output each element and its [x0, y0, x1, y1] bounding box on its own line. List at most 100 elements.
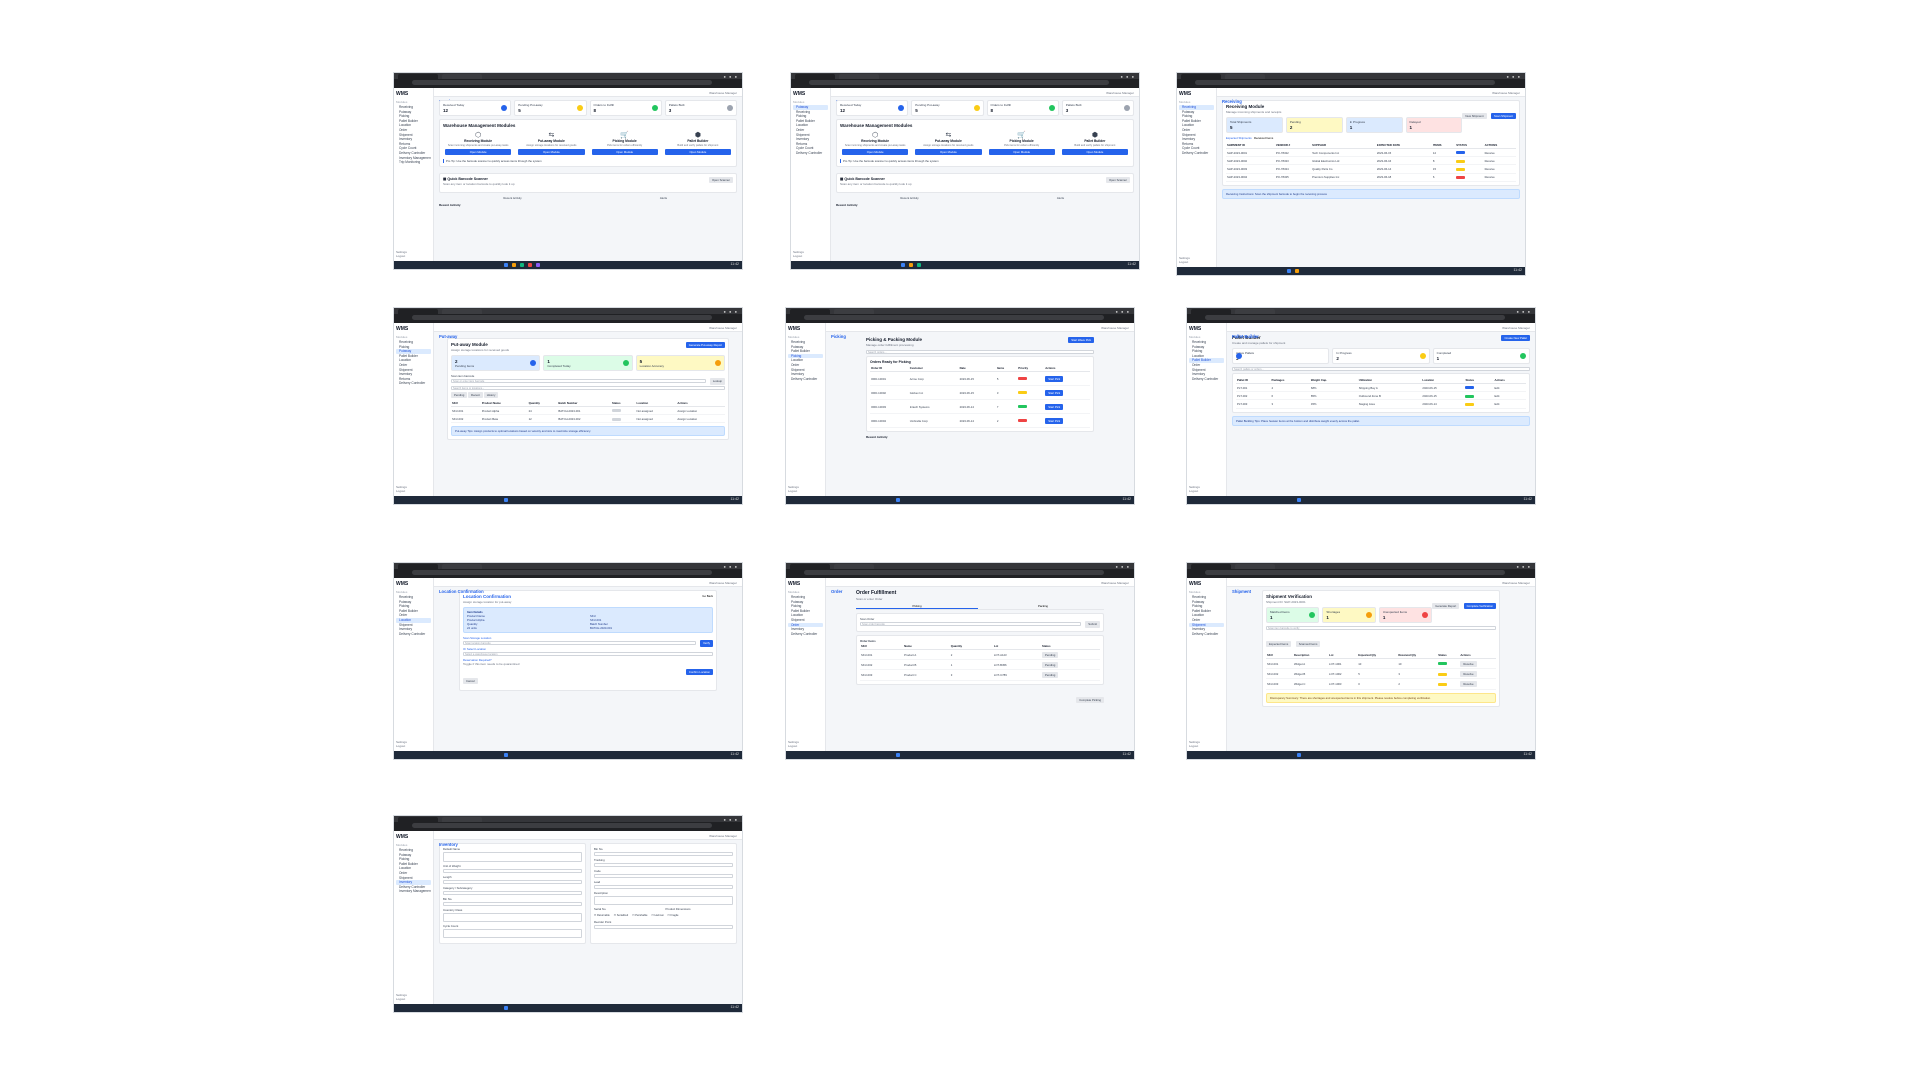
start-wave-pick-button[interactable]: Start Wave Pick	[1068, 337, 1094, 343]
tab-picking[interactable]: Picking	[856, 604, 978, 609]
sidebar-item[interactable]: Picking	[399, 857, 410, 862]
sidebar-item[interactable]: Delivery Controller	[791, 631, 818, 636]
url-bar[interactable]	[412, 570, 712, 575]
sidebar-item[interactable]: Shipment	[791, 617, 805, 622]
sidebar-item[interactable]: Delivery Controller	[399, 631, 426, 636]
order-barcode-input[interactable]: Scan order barcode	[860, 622, 1082, 626]
lookup-button[interactable]: Lookup	[709, 378, 725, 385]
sidebar-item[interactable]: Receiving	[1192, 340, 1206, 344]
sidebar-item[interactable]: Pallet Builder	[1192, 608, 1211, 613]
create-pallet-button[interactable]: Create New Pallet	[1501, 335, 1530, 341]
sidebar-item[interactable]: Putaway	[1192, 344, 1205, 349]
sidebar-item[interactable]: Putaway	[399, 109, 412, 114]
sidebar-item[interactable]: Putaway	[399, 599, 412, 604]
tab-pending[interactable]: Pending	[451, 392, 468, 398]
sidebar-item[interactable]: Location	[791, 613, 804, 618]
sidebar-item[interactable]: Shipment	[399, 367, 413, 372]
location-barcode-input[interactable]: Scan location barcode	[463, 641, 696, 645]
sidebar-item[interactable]: Receiving	[1192, 595, 1206, 599]
verify-button[interactable]: Verify	[700, 640, 713, 647]
sidebar-item[interactable]: Shipment	[1182, 132, 1196, 137]
default-name-field[interactable]	[443, 852, 582, 862]
bin-field[interactable]	[443, 902, 582, 906]
sidebar-item-active[interactable]: Picking	[788, 353, 823, 359]
sidebar-item[interactable]: Location	[399, 866, 412, 871]
bin-no-field[interactable]	[594, 852, 733, 856]
sidebar-item[interactable]: Receiving	[399, 105, 413, 109]
sidebar-item[interactable]: Picking	[791, 604, 802, 609]
sidebar-item[interactable]: Inventory	[399, 137, 413, 142]
code-field[interactable]	[594, 874, 733, 878]
checkbox[interactable]: ☐ Fragile	[667, 914, 679, 917]
sidebar-item[interactable]: Picking	[1182, 114, 1193, 119]
sidebar-item[interactable]: Location	[1192, 613, 1205, 618]
search-input[interactable]: Search items or locations...	[451, 386, 725, 390]
sidebar-item[interactable]: Shipment	[399, 875, 413, 880]
checkbox[interactable]: ☐ Perishable	[632, 914, 648, 917]
barcode-input[interactable]: Scan or enter item barcode	[451, 379, 706, 383]
sidebar-item[interactable]: Order	[1192, 617, 1201, 622]
url-bar[interactable]	[1205, 570, 1505, 575]
sidebar-item[interactable]: Order	[399, 362, 408, 367]
sidebar-item[interactable]: Picking	[399, 604, 410, 609]
start-pick-button[interactable]: Start Pick	[1045, 403, 1064, 410]
cycle-count-field[interactable]	[443, 929, 582, 938]
sidebar-item[interactable]: Inventory Management	[399, 889, 431, 894]
sidebar-item[interactable]: Delivery Controller	[796, 150, 823, 155]
sidebar-item-active[interactable]: Inventory	[396, 880, 431, 885]
sidebar-item[interactable]: Putaway	[399, 852, 412, 857]
tab-recent[interactable]: Recent	[468, 392, 483, 398]
checkbox[interactable]: ☐ Serialized	[613, 914, 629, 917]
generate-report-button[interactable]: Generate Put-away Report	[685, 342, 725, 348]
sidebar-item[interactable]: Shipment	[796, 132, 810, 137]
open-module-button[interactable]: Open Module	[445, 149, 512, 155]
open-scanner-button[interactable]: Open Scanner	[1105, 177, 1130, 183]
logout-link[interactable]: Logout	[396, 254, 406, 258]
complete-picking-button[interactable]: Complete Picking	[1076, 696, 1104, 703]
sidebar-item-active[interactable]: Receiving	[1179, 105, 1214, 110]
sidebar-item[interactable]: Order	[399, 613, 408, 618]
start-pick-button[interactable]: Start Pick	[1045, 375, 1064, 382]
url-bar[interactable]	[412, 823, 712, 828]
url-bar[interactable]	[804, 315, 1104, 320]
sidebar-item[interactable]: Delivery Controller	[399, 381, 426, 386]
sidebar-item[interactable]: Receiving	[399, 595, 413, 599]
settings-link[interactable]: Settings	[396, 250, 407, 254]
sidebar-item[interactable]: Inventory Management	[399, 155, 431, 160]
url-bar[interactable]	[412, 80, 712, 85]
sidebar-item[interactable]: Order	[796, 127, 805, 132]
sidebar-item-active[interactable]: Location	[396, 617, 431, 623]
sidebar-item-active[interactable]: Order	[788, 622, 823, 628]
sidebar-item-active[interactable]: Shipment	[1189, 622, 1224, 628]
open-module-button[interactable]: Open Module	[915, 149, 982, 155]
search-input[interactable]: Search pallets or orders...	[1232, 367, 1530, 371]
user-label[interactable]: Warehouse Manager	[709, 91, 737, 95]
sidebar-item[interactable]: Receiving	[796, 109, 810, 114]
sidebar-item[interactable]: Delivery Controller	[399, 884, 426, 889]
tab-history[interactable]: History	[483, 392, 499, 398]
sidebar-item[interactable]: Receiving	[791, 595, 805, 599]
sidebar-item[interactable]: Inventory	[1192, 372, 1206, 377]
sidebar-item[interactable]: Pallet Builder	[1182, 118, 1201, 123]
sidebar-item[interactable]: Order	[399, 127, 408, 132]
sidebar-item[interactable]: Location	[1192, 353, 1205, 358]
sidebar-item[interactable]: Order	[791, 362, 800, 367]
tab-expected-items[interactable]: Expected Items	[1266, 641, 1292, 647]
sidebar-item[interactable]: Location	[1182, 123, 1195, 128]
sidebar-item[interactable]: Pallet Builder	[796, 118, 815, 123]
cancel-button[interactable]: Cancel	[463, 678, 478, 684]
back-link[interactable]: Go Back	[702, 594, 713, 598]
reorder-point-field[interactable]	[594, 925, 733, 929]
sidebar-item[interactable]: Delivery Controller	[1192, 376, 1219, 381]
description-field[interactable]	[594, 896, 733, 905]
open-scanner-button[interactable]: Open Scanner	[708, 177, 733, 183]
complete-verification-button[interactable]: Complete Verification	[1463, 603, 1496, 609]
unit-weight-field[interactable]	[443, 869, 582, 873]
sidebar-item[interactable]: Shipment	[1192, 367, 1206, 372]
submit-button[interactable]: Submit	[1085, 621, 1100, 628]
sidebar-item[interactable]: Location	[791, 358, 804, 363]
url-bar[interactable]	[412, 315, 712, 320]
sidebar-item[interactable]: Pallet Builder	[399, 861, 418, 866]
inventory-class-field[interactable]	[443, 913, 582, 922]
search-input[interactable]: Search orders...	[866, 350, 1094, 354]
